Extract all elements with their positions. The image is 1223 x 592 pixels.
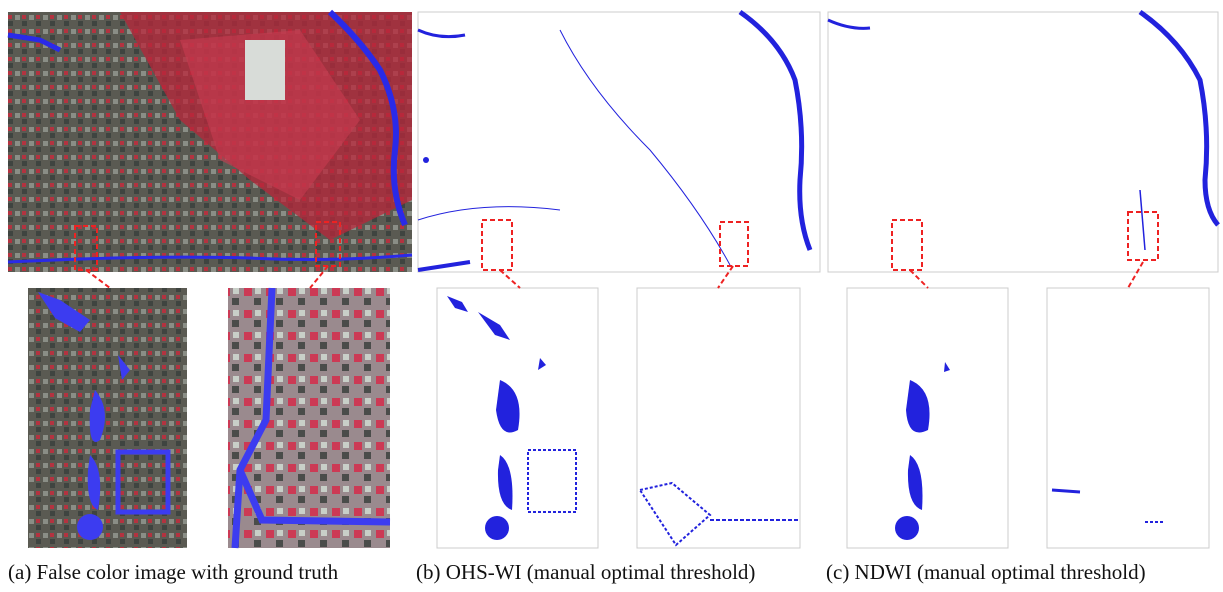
ohs-wi-inset — [437, 288, 598, 548]
caption: (c) NDWI (manual optimal threshold) — [826, 560, 1146, 585]
caption: (b) OHS-WI (manual optimal threshold) — [416, 560, 755, 585]
ndwi-map — [828, 12, 1218, 272]
figure: (a) False color image with ground truth … — [0, 0, 1223, 592]
ndwi-inset — [847, 288, 1008, 548]
caption: (a) False color image with ground truth — [8, 560, 338, 585]
ohs-wi-map — [418, 12, 820, 272]
figure-panels — [0, 0, 1223, 555]
ndwi-inset — [1047, 288, 1209, 548]
ohs-wi-inset — [637, 288, 800, 548]
false-color-image — [8, 12, 412, 272]
false-color-inset — [28, 288, 187, 548]
false-color-inset — [228, 288, 390, 548]
